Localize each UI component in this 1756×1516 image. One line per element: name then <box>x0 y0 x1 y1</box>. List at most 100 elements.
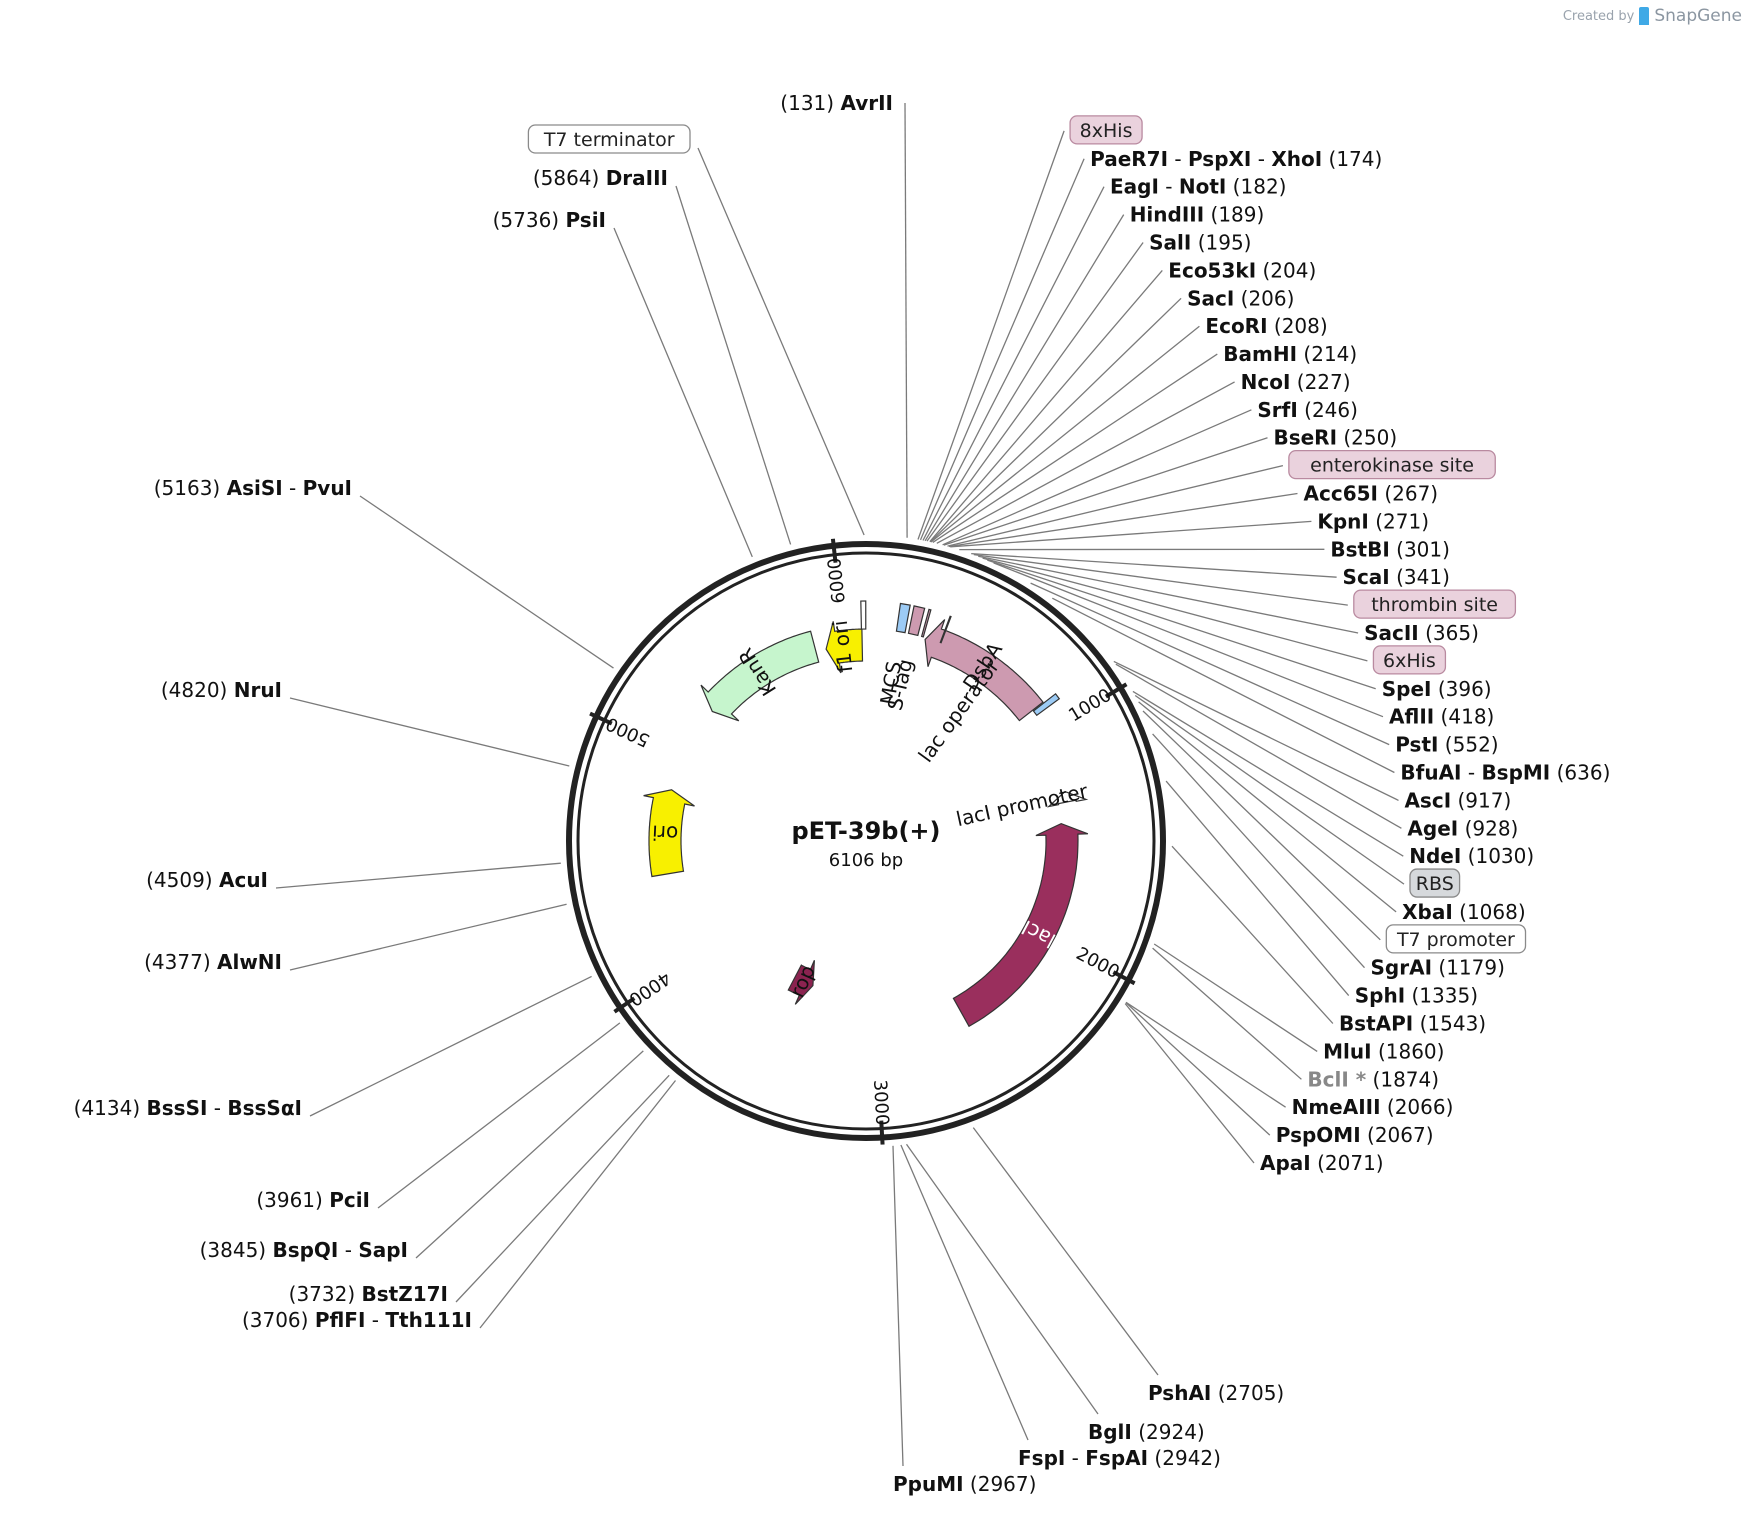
t7-terminator-feature-label: T7 terminator <box>527 124 691 154</box>
rbs-feature-label: RBS <box>1409 868 1461 898</box>
label-part: (1030) <box>1461 844 1534 868</box>
label-part: (365) <box>1419 621 1479 645</box>
lac-operator-text: lac operator <box>913 654 1004 767</box>
leader-line <box>948 492 1298 548</box>
site-label-pflfi-tth111i: (3706) PflFI - Tth111I <box>242 1308 472 1332</box>
label-part: PspOMI <box>1276 1123 1361 1147</box>
label-text: 8xHis <box>1080 120 1133 142</box>
label-text: SalI (195) <box>1149 230 1251 254</box>
label-text: PshAI (2705) <box>1148 1381 1284 1405</box>
label-part: PspXI <box>1188 147 1251 171</box>
leader-line <box>892 1145 904 1467</box>
tick-mark-3000 <box>879 1120 885 1145</box>
label-part: AlwNI <box>217 950 282 974</box>
label-part: (227) <box>1290 370 1350 394</box>
label-text: BglI (2924) <box>1088 1420 1205 1444</box>
site-label-bstbi: BstBI (301) <box>1330 537 1450 561</box>
label-box <box>1069 115 1143 145</box>
label-part: - <box>1065 1446 1085 1470</box>
label-part: PsiI <box>565 208 606 232</box>
label-text: PpuMI (2967) <box>893 1472 1036 1496</box>
label-part: ApaI <box>1260 1151 1311 1175</box>
label-part: - <box>283 476 303 500</box>
label-text: (4509) AcuI <box>146 868 268 892</box>
label-part: - <box>1159 175 1179 199</box>
label-part: BstZ17I <box>362 1282 448 1306</box>
site-label-paer7i-pspxi-xhoi: PaeR7I - PspXI - XhoI (174) <box>1090 147 1382 171</box>
leader-line <box>917 130 1065 540</box>
site-label-spei: SpeI (396) <box>1382 677 1492 701</box>
site-label-aflii: AflII (418) <box>1389 705 1494 729</box>
label-part: AcuI <box>219 868 268 892</box>
label-text: (4377) AlwNI <box>144 950 282 974</box>
label-part: SacII <box>1364 621 1419 645</box>
site-label-asci: AscI (917) <box>1404 788 1511 812</box>
label-text: SphI (1335) <box>1355 984 1478 1008</box>
site-label-pcii: (3961) PciI <box>256 1188 370 1212</box>
label-part: (396) <box>1431 677 1491 701</box>
label-part: BspMI <box>1481 760 1550 784</box>
label-text: MluI (1860) <box>1323 1039 1444 1063</box>
site-label-bstz17i: (3732) BstZ17I <box>289 1282 448 1306</box>
label-text: BseRI (250) <box>1273 426 1397 450</box>
tick-mark-1000 <box>1104 682 1128 699</box>
label-part: - <box>365 1308 385 1332</box>
label-part: (250) <box>1337 426 1397 450</box>
plasmid-backbone <box>566 541 1166 1141</box>
leader-line <box>1132 690 1404 857</box>
leader-line <box>359 495 614 669</box>
watermark-prefix: Created by <box>1562 8 1635 24</box>
label-part: (4377) <box>144 950 217 974</box>
label-box <box>1385 924 1527 954</box>
label-text: BamHI (214) <box>1223 342 1357 366</box>
label-part: (246) <box>1298 398 1358 422</box>
label-text: AgeI (928) <box>1407 816 1518 840</box>
ori-label: ori <box>652 820 679 845</box>
label-part: (5736) <box>493 208 566 232</box>
label-text: (131) AvrII <box>780 91 893 115</box>
leader-line <box>1153 943 1318 1052</box>
label-text: (4820) NruI <box>161 678 282 702</box>
leader-line <box>973 553 1348 606</box>
label-text: AflII (418) <box>1389 705 1494 729</box>
label-text: SpeI (396) <box>1382 677 1492 701</box>
label-text: NdeI (1030) <box>1409 844 1534 868</box>
label-part: SgrAI <box>1371 956 1433 980</box>
leader-line <box>982 557 1368 662</box>
label-part: (418) <box>1434 705 1494 729</box>
label-text: PaeR7I - PspXI - XhoI (174) <box>1090 147 1382 171</box>
label-box <box>1288 449 1496 480</box>
label-part: XbaI <box>1402 900 1453 924</box>
leader-line <box>987 559 1376 690</box>
label-part: Acc65I <box>1304 482 1378 506</box>
leader-line <box>943 437 1268 546</box>
label-text: 6xHis <box>1383 650 1436 672</box>
site-label-pspomi: PspOMI (2067) <box>1276 1123 1434 1147</box>
leader-line <box>924 214 1125 542</box>
label-part: PciI <box>329 1188 370 1212</box>
label-part: BspQI <box>272 1238 338 1262</box>
label-text: thrombin site <box>1371 594 1498 616</box>
leader-line <box>929 297 1182 543</box>
label-text: (5736) PsiI <box>493 208 606 232</box>
label-part: FspI <box>1018 1446 1065 1470</box>
label-text: PspOMI (2067) <box>1276 1123 1434 1147</box>
site-label-eagi-noti: EagI - NotI (182) <box>1110 175 1286 199</box>
label-part: - <box>207 1096 227 1120</box>
label-part: BstBI <box>1330 537 1389 561</box>
leader-line <box>1030 582 1390 746</box>
watermark-brand: SnapGene <box>1654 6 1742 26</box>
leader-line <box>942 409 1252 546</box>
leader-line <box>926 242 1144 542</box>
label-text: ApaI (2071) <box>1260 1151 1384 1175</box>
label-part: AflII <box>1389 705 1434 729</box>
label-part: (2067) <box>1361 1123 1434 1147</box>
label-part: (267) <box>1378 482 1438 506</box>
label-part: Tth111I <box>385 1308 472 1332</box>
leader-line <box>904 102 908 538</box>
leader-line <box>929 269 1163 543</box>
label-part: BamHI <box>1223 342 1297 366</box>
f1-ori-label: f1 ori <box>828 619 858 673</box>
site-label-ecori: EcoRI (208) <box>1205 314 1327 338</box>
leader-line <box>1134 694 1405 885</box>
